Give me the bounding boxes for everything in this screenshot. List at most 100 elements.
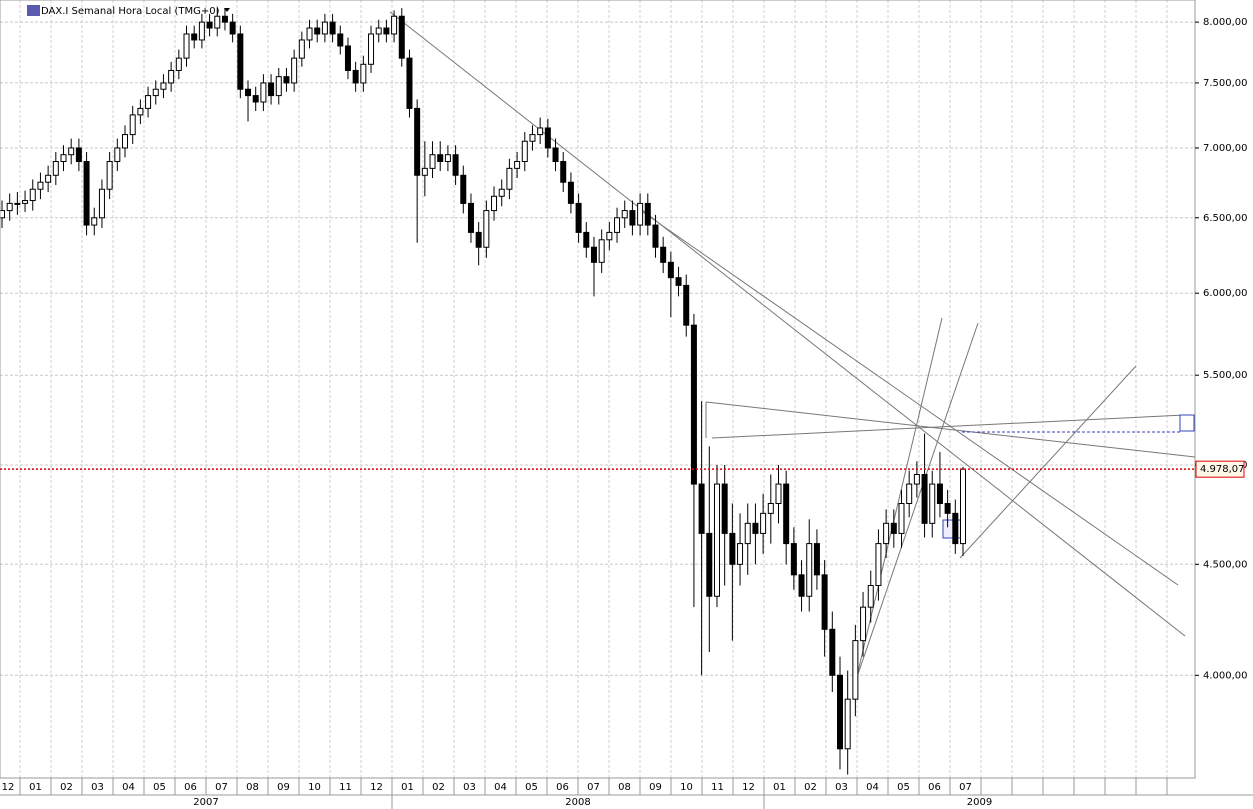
candle-body	[83, 161, 90, 226]
candle-body	[37, 181, 44, 190]
dropdown-arrow[interactable]	[224, 8, 230, 12]
candles	[0, 8, 966, 775]
candle-body	[429, 154, 436, 169]
month-label: 03	[463, 782, 476, 793]
month-label: 06	[184, 782, 197, 793]
year-label: 2008	[565, 797, 590, 808]
candle-body	[29, 188, 36, 202]
candle-body	[737, 543, 744, 565]
candle-body	[760, 512, 767, 534]
candle-body	[268, 82, 275, 97]
month-label: 07	[959, 782, 972, 793]
y-tick-label: 8.000,00	[1203, 17, 1248, 28]
candle-body	[813, 543, 820, 576]
candle-body	[98, 188, 105, 219]
candle-body	[936, 483, 943, 504]
trend-line	[855, 322, 979, 681]
month-label: 05	[153, 782, 166, 793]
candle-body	[406, 57, 413, 109]
month-label: 01	[29, 782, 42, 793]
candle-body	[906, 483, 913, 504]
candle-body	[114, 147, 121, 163]
candle-body	[567, 181, 574, 204]
candle-body	[944, 502, 951, 514]
candle-body	[383, 27, 390, 35]
month-label: 12	[742, 782, 755, 793]
candle-body	[245, 88, 252, 97]
candle-body	[6, 202, 13, 212]
candle-body	[829, 628, 836, 676]
month-label: 01	[773, 782, 786, 793]
candle-body	[398, 15, 405, 59]
candle-body	[729, 532, 736, 565]
candle-body	[883, 522, 890, 545]
candle-body	[14, 202, 21, 205]
candle-body	[783, 483, 790, 545]
candle-body	[606, 231, 613, 241]
candle-body	[560, 161, 567, 183]
marker-box[interactable]	[1179, 414, 1195, 432]
candle-body	[314, 27, 321, 35]
candle-body	[306, 27, 313, 41]
month-label: 12	[370, 782, 383, 793]
y-tick-label: 4.500,00	[1203, 559, 1248, 570]
candle-body	[514, 161, 521, 169]
candle-body	[214, 15, 221, 29]
y-tick-label: 7.000,00	[1203, 143, 1248, 154]
candle-body	[529, 134, 536, 142]
candle-body	[752, 522, 759, 534]
candle-body	[875, 543, 882, 586]
candle-body	[129, 114, 136, 136]
candle-body	[867, 584, 874, 608]
candle-body	[152, 88, 159, 97]
month-label: 07	[215, 782, 228, 793]
candle-body	[45, 174, 52, 183]
candle-body	[706, 532, 713, 597]
candle-body	[22, 200, 29, 204]
candle-body	[844, 698, 851, 750]
candle-body	[590, 246, 597, 263]
candle-body	[437, 154, 444, 163]
candle-body	[52, 161, 59, 176]
candle-body	[68, 147, 75, 156]
candle-body	[537, 127, 544, 136]
trend-line	[389, 11, 1186, 637]
y-tick-label: 5.500,00	[1203, 370, 1248, 381]
trend-line	[639, 209, 1179, 586]
month-label: 12	[2, 782, 15, 793]
candle-body	[821, 574, 828, 630]
candle-body	[952, 512, 959, 545]
symbol-icon[interactable]	[27, 5, 40, 16]
candle-body	[660, 246, 667, 263]
candle-body	[421, 167, 428, 176]
candle-body	[491, 195, 498, 212]
candle-body	[0, 210, 5, 219]
month-label: 05	[525, 782, 538, 793]
candle-body	[890, 522, 897, 534]
candle-body	[414, 107, 421, 176]
candle-body	[75, 147, 82, 163]
candle-body	[91, 217, 98, 226]
candle-body	[860, 606, 867, 642]
candle-body	[898, 502, 905, 534]
candle-body	[260, 82, 267, 103]
candle-body	[337, 33, 344, 47]
candle-body	[506, 167, 513, 190]
candle-body	[675, 277, 682, 286]
candle-body	[960, 468, 966, 545]
candle-body	[836, 674, 843, 750]
candle-body	[298, 39, 305, 59]
candle-body	[329, 21, 336, 35]
y-tick-label: 6.500,00	[1203, 213, 1248, 224]
candle-body	[575, 202, 582, 233]
candle-body	[252, 95, 259, 103]
month-label: 04	[866, 782, 879, 793]
candle-body	[921, 473, 928, 524]
grid	[0, 0, 1195, 778]
month-label: 11	[711, 782, 724, 793]
candle-body	[206, 21, 213, 29]
month-label: 03	[91, 782, 104, 793]
candle-body	[929, 483, 936, 524]
